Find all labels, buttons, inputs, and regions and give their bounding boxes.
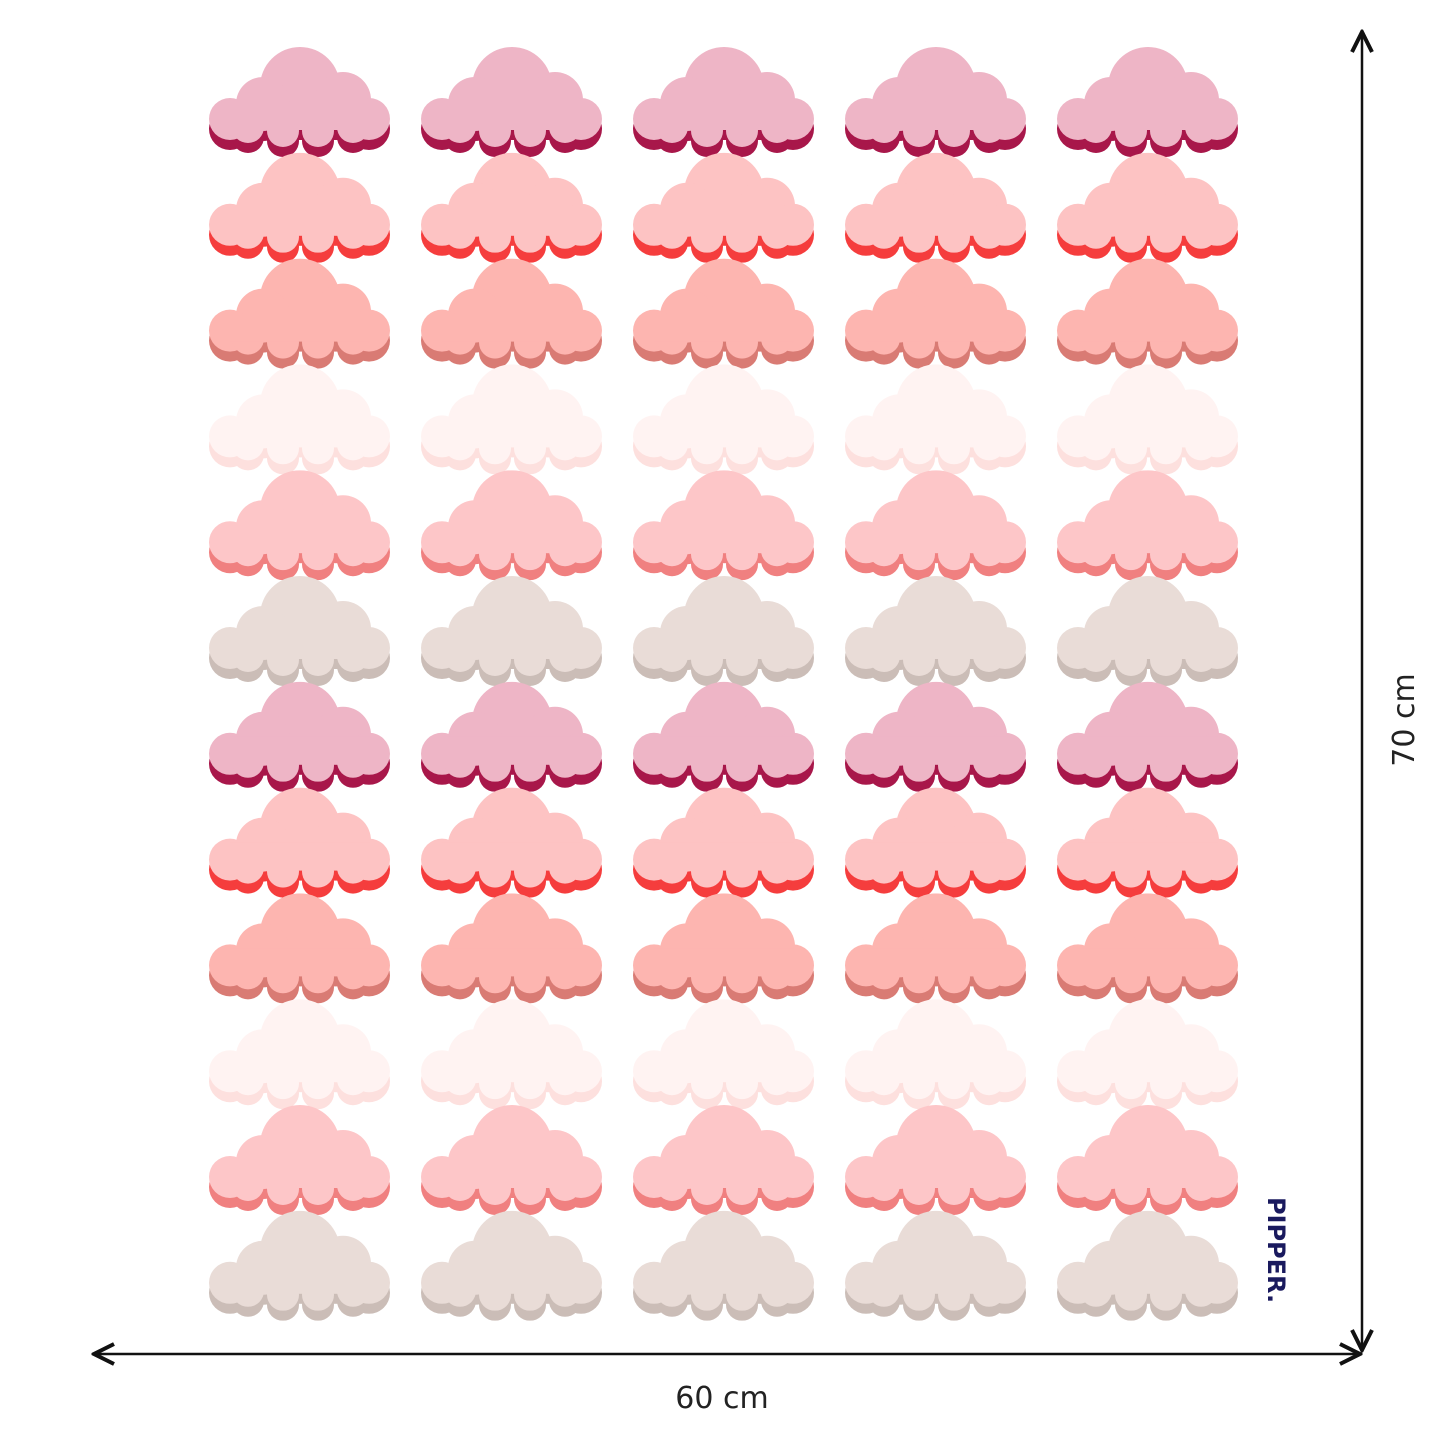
width-label: 60 cm [675,1381,768,1416]
height-label: 70 cm [1387,673,1422,766]
cloud-grid [209,47,1238,1321]
brand-logo: PIPPER. [1262,1197,1290,1303]
